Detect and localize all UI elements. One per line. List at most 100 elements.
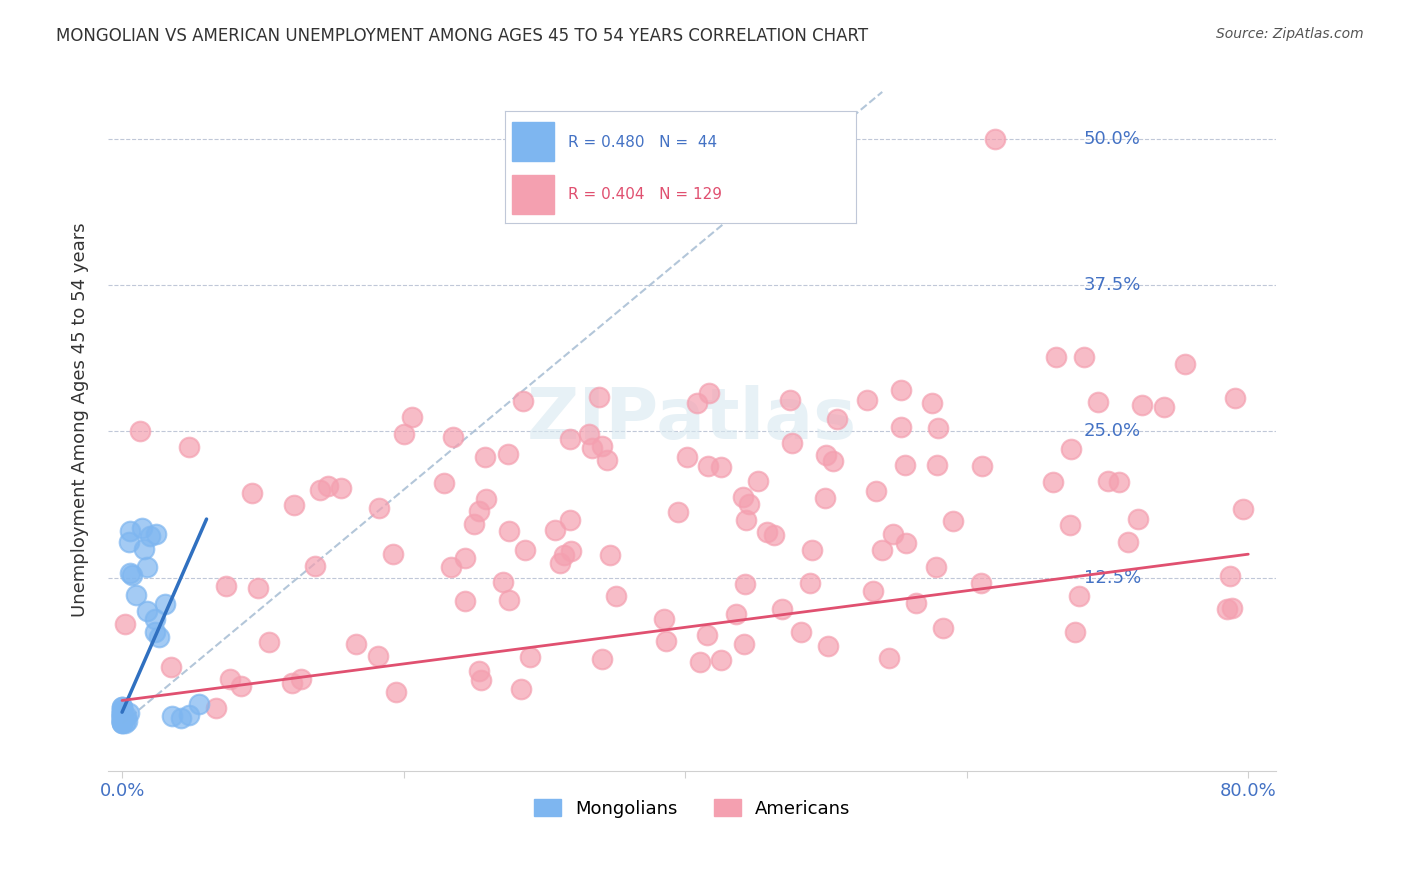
Point	[246, 582, 269, 596]
Point	[145, 612, 167, 626]
Point	[724, 607, 747, 621]
Point	[972, 459, 994, 474]
Point	[890, 420, 912, 434]
Point	[779, 393, 801, 408]
Point	[114, 616, 136, 631]
Point	[382, 548, 405, 562]
Point	[1064, 625, 1087, 640]
Point	[470, 673, 492, 687]
Point	[160, 659, 183, 673]
Point	[231, 679, 253, 693]
Point	[865, 483, 887, 498]
Point	[1130, 398, 1153, 412]
Y-axis label: Unemployment Among Ages 45 to 54 years: Unemployment Among Ages 45 to 54 years	[72, 222, 89, 617]
Point	[890, 384, 912, 398]
Point	[204, 700, 226, 714]
Point	[596, 452, 619, 467]
Text: ZIPatlas: ZIPatlas	[527, 385, 858, 454]
Point	[138, 529, 160, 543]
Point	[120, 566, 142, 580]
Point	[735, 513, 758, 527]
Point	[1059, 517, 1081, 532]
Point	[115, 714, 138, 728]
Point	[441, 429, 464, 443]
Point	[218, 673, 240, 687]
Point	[145, 527, 167, 541]
Point	[111, 712, 134, 726]
Point	[560, 432, 582, 446]
Point	[1108, 475, 1130, 490]
Point	[1116, 534, 1139, 549]
Point	[367, 648, 389, 663]
Point	[281, 676, 304, 690]
Point	[1232, 501, 1254, 516]
Point	[588, 390, 610, 404]
Point	[553, 549, 575, 563]
Point	[111, 707, 134, 722]
Point	[814, 449, 837, 463]
Point	[512, 394, 534, 409]
Point	[148, 630, 170, 644]
Point	[496, 447, 519, 461]
Point	[747, 474, 769, 488]
Point	[560, 513, 582, 527]
Point	[433, 476, 456, 491]
Point	[1174, 357, 1197, 371]
Point	[135, 560, 157, 574]
Point	[121, 568, 143, 582]
Point	[581, 442, 603, 456]
Point	[215, 579, 238, 593]
Point	[118, 535, 141, 549]
Point	[492, 575, 515, 590]
Point	[111, 703, 134, 717]
Point	[696, 458, 718, 473]
Point	[599, 548, 621, 562]
Point	[290, 672, 312, 686]
Point	[896, 536, 918, 550]
Text: MONGOLIAN VS AMERICAN UNEMPLOYMENT AMONG AGES 45 TO 54 YEARS CORRELATION CHART: MONGOLIAN VS AMERICAN UNEMPLOYMENT AMONG…	[56, 27, 869, 45]
Point	[160, 708, 183, 723]
Point	[132, 541, 155, 556]
Text: Source: ZipAtlas.com: Source: ZipAtlas.com	[1216, 27, 1364, 41]
Point	[385, 684, 408, 698]
Point	[498, 524, 520, 539]
Point	[510, 682, 533, 697]
Point	[498, 593, 520, 607]
Point	[1126, 512, 1149, 526]
Point	[111, 709, 134, 723]
Point	[259, 635, 281, 649]
Point	[821, 454, 844, 468]
Point	[1219, 569, 1241, 583]
Text: 37.5%: 37.5%	[1084, 276, 1142, 294]
Point	[710, 653, 733, 667]
Point	[882, 527, 904, 541]
Point	[308, 483, 330, 498]
Point	[755, 524, 778, 539]
Point	[463, 517, 485, 532]
Point	[1073, 350, 1095, 364]
Point	[1153, 400, 1175, 414]
Point	[1067, 589, 1090, 603]
Point	[790, 624, 813, 639]
Point	[984, 132, 1007, 146]
Point	[676, 450, 699, 465]
Point	[544, 523, 567, 537]
Point	[283, 498, 305, 512]
Point	[519, 650, 541, 665]
Point	[591, 652, 613, 666]
Point	[111, 708, 134, 723]
Point	[111, 714, 134, 728]
Legend: Mongolians, Americans: Mongolians, Americans	[526, 792, 858, 825]
Point	[605, 589, 627, 603]
Point	[440, 559, 463, 574]
Point	[170, 710, 193, 724]
Point	[696, 628, 718, 642]
Point	[468, 664, 491, 678]
Point	[699, 386, 721, 401]
Point	[710, 459, 733, 474]
Point	[686, 396, 709, 410]
Point	[129, 424, 152, 438]
Point	[733, 637, 755, 651]
Point	[111, 705, 134, 719]
Point	[814, 491, 837, 505]
